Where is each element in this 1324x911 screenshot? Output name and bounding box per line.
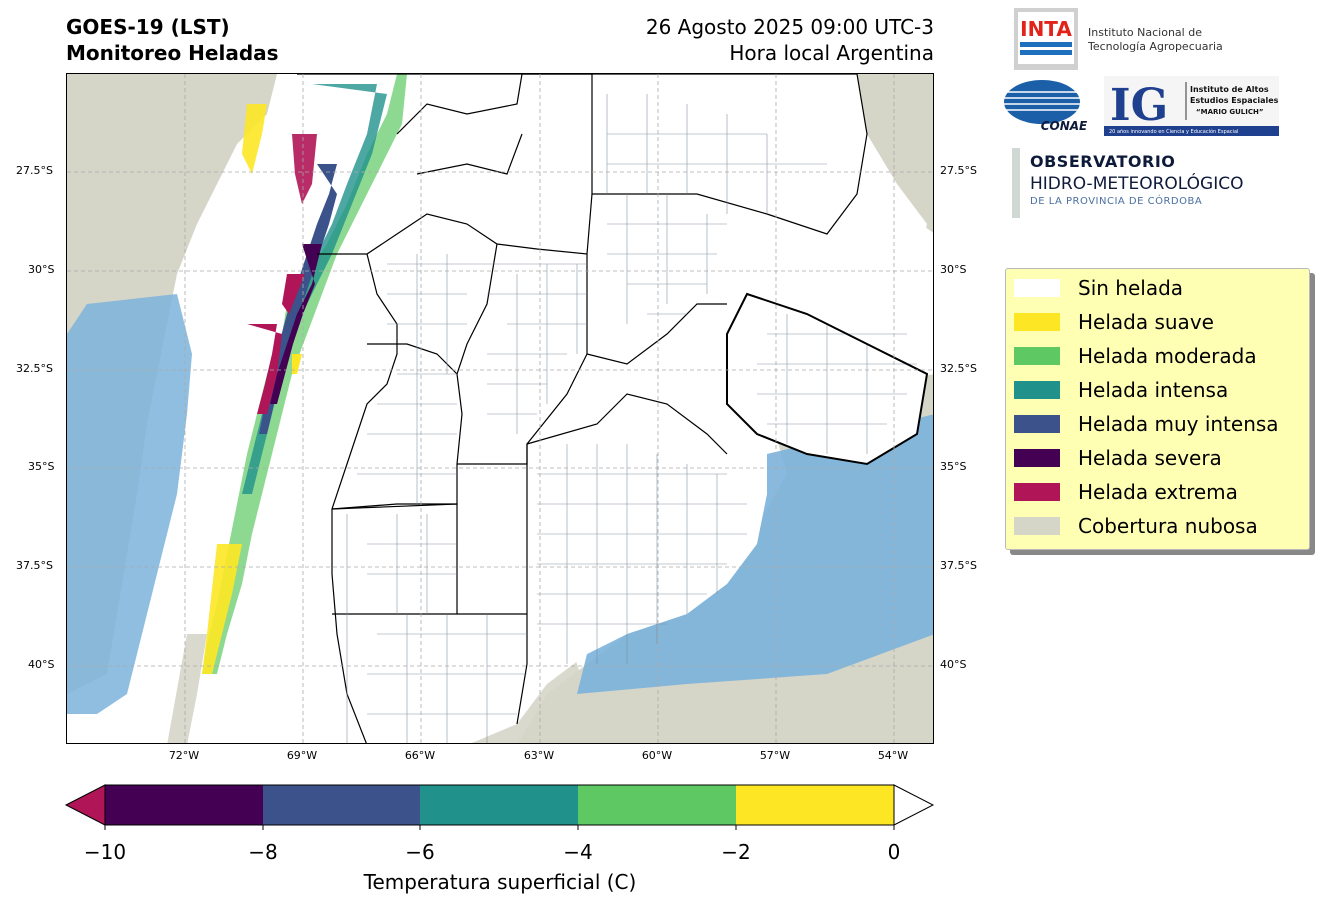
legend-label: Helada extrema xyxy=(1078,480,1238,504)
ig-mark: IG xyxy=(1110,80,1168,131)
legend-item-helada-severa: Helada severa xyxy=(1014,443,1222,473)
legend-label: Sin helada xyxy=(1078,276,1184,300)
legend-item-helada-moderada: Helada moderada xyxy=(1014,341,1257,371)
legend-item-cobertura-nubosa: Cobertura nubosa xyxy=(1014,511,1258,541)
graticule xyxy=(67,74,933,743)
title-line-2: Monitoreo Heladas xyxy=(66,41,279,65)
legend-label: Helada intensa xyxy=(1078,378,1229,402)
lat-label-right-35: 35°S xyxy=(940,460,967,473)
map-timestamp: 26 Agosto 2025 09:00 UTC-3 Hora local Ar… xyxy=(646,14,934,66)
frost-legend: Sin helada Helada suave Helada moderada … xyxy=(1005,268,1310,550)
obs-line-2: HIDRO-METEOROLÓGICO xyxy=(1030,174,1244,194)
lat-label-right-40: 40°S xyxy=(940,658,967,671)
lon-label-69: 69°W xyxy=(286,749,318,762)
lat-label-left-27-5: 27.5°S xyxy=(16,164,53,177)
lat-label-left-35: 35°S xyxy=(28,460,55,473)
conae-mark: CONAE xyxy=(1041,119,1088,132)
frost-band xyxy=(202,74,407,674)
colorbar-segment-2 xyxy=(263,785,420,825)
colorbar-tick-minus2: −2 xyxy=(721,840,751,864)
legend-item-helada-intensa: Helada intensa xyxy=(1014,375,1228,405)
legend-swatch xyxy=(1014,449,1060,467)
title-line-1: GOES-19 (LST) xyxy=(66,15,230,39)
colorbar-segment-1 xyxy=(105,785,263,825)
colorbar-tick-minus8: −8 xyxy=(248,840,278,864)
observatorio-bar xyxy=(1012,148,1020,218)
legend-label: Helada severa xyxy=(1078,446,1222,470)
chile-land-strip xyxy=(162,74,307,743)
legend-item-helada-muy-intensa: Helada muy intensa xyxy=(1014,409,1279,439)
legend-swatch xyxy=(1014,381,1060,399)
colorbar-tick-minus4: −4 xyxy=(563,840,593,864)
colorbar-segment-4 xyxy=(578,785,736,825)
local-time-line: Hora local Argentina xyxy=(729,41,934,65)
colorbar-under-arrow xyxy=(64,784,106,826)
legend-label: Helada muy intensa xyxy=(1078,412,1279,436)
legend-swatch xyxy=(1014,279,1060,297)
lat-label-right-30: 30°S xyxy=(940,263,967,276)
colorbar-tick-0: 0 xyxy=(887,840,901,864)
lat-label-right-32-5: 32.5°S xyxy=(940,362,977,375)
map-canvas xyxy=(67,74,933,743)
lat-label-left-30: 30°S xyxy=(28,263,55,276)
lon-label-57: 57°W xyxy=(759,749,791,762)
inta-line-2: Tecnología Agropecuaria xyxy=(1088,40,1223,53)
colorbar xyxy=(64,784,935,830)
inta-name: Instituto Nacional de Tecnología Agropec… xyxy=(1088,26,1223,54)
legend-swatch xyxy=(1014,483,1060,501)
date-line: 26 Agosto 2025 09:00 UTC-3 xyxy=(645,15,934,39)
frost-map xyxy=(66,73,934,744)
legend-swatch xyxy=(1014,347,1060,365)
lon-label-54: 54°W xyxy=(877,749,909,762)
colorbar-tick-minus10: −10 xyxy=(83,840,127,864)
inta-logo: INTA xyxy=(1014,8,1078,70)
colorbar-segment-5 xyxy=(736,785,894,825)
lon-label-66: 66°W xyxy=(404,749,436,762)
lon-label-60: 60°W xyxy=(641,749,673,762)
ig-tagline: 20 años innovando en Ciencia y Educación… xyxy=(1109,128,1238,135)
conae-logo: CONAE xyxy=(1004,80,1088,132)
northeast-cloud xyxy=(857,74,933,233)
legend-item-sin-helada: Sin helada xyxy=(1014,273,1183,303)
lat-label-left-37-5: 37.5°S xyxy=(16,559,53,572)
ig-line-1: Instituto de Altos xyxy=(1190,85,1269,94)
ig-line-2: Estudios Espaciales xyxy=(1190,96,1279,105)
obs-line-3: DE LA PROVINCIA DE CÓRDOBA xyxy=(1030,196,1203,207)
legend-swatch xyxy=(1014,313,1060,331)
lon-label-72: 72°W xyxy=(168,749,200,762)
uruguay-border xyxy=(726,292,929,466)
colorbar-over-arrow xyxy=(893,784,935,826)
colorbar-tick-minus6: −6 xyxy=(405,840,435,864)
argentina-land xyxy=(187,74,927,743)
legend-item-helada-suave: Helada suave xyxy=(1014,307,1214,337)
legend-label: Helada moderada xyxy=(1078,344,1257,368)
lat-label-right-37-5: 37.5°S xyxy=(940,559,977,572)
legend-item-helada-extrema: Helada extrema xyxy=(1014,477,1238,507)
legend-label: Helada suave xyxy=(1078,310,1214,334)
lat-label-left-32-5: 32.5°S xyxy=(16,362,53,375)
ig-gulich-logo: IG Instituto de Altos Estudios Espaciale… xyxy=(1104,76,1279,136)
lon-label-63: 63°W xyxy=(523,749,555,762)
inta-mark: INTA xyxy=(1020,17,1072,41)
colorbar-label: Temperatura superficial (C) xyxy=(363,870,637,894)
pacific-blue-area xyxy=(67,294,192,714)
lat-label-right-27-5: 27.5°S xyxy=(940,164,977,177)
inta-line-1: Instituto Nacional de xyxy=(1088,26,1202,39)
legend-label: Cobertura nubosa xyxy=(1078,514,1258,538)
lat-label-left-40: 40°S xyxy=(28,658,55,671)
colorbar-segment-3 xyxy=(420,785,578,825)
legend-swatch xyxy=(1014,517,1060,535)
ig-line-3: “MARIO GULICH” xyxy=(1196,108,1263,116)
district-lines xyxy=(346,94,917,743)
obs-line-1: OBSERVATORIO xyxy=(1030,152,1176,171)
map-title: GOES-19 (LST) Monitoreo Heladas xyxy=(66,14,279,66)
legend-swatch xyxy=(1014,415,1060,433)
